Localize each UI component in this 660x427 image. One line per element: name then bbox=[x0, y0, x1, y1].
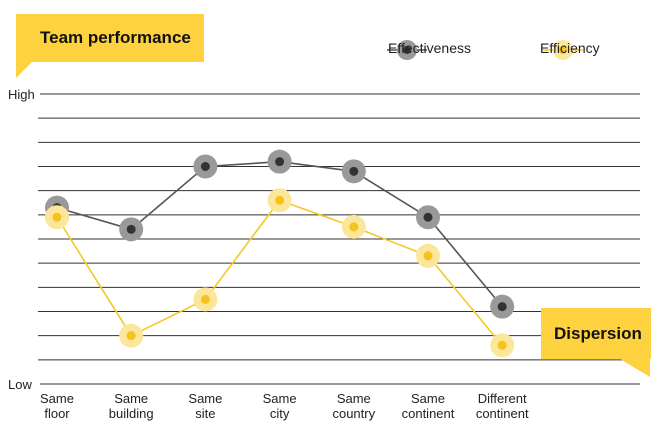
data-point-efficiency bbox=[490, 333, 515, 358]
x-axis: Same floor Same building Same site Same city Sam… bbox=[40, 391, 529, 421]
data-point-effectiveness bbox=[119, 217, 144, 242]
x-tick-label: Same site bbox=[188, 391, 222, 421]
y-axis-label-low: Low bbox=[8, 377, 32, 392]
x-tick-label: Same continent bbox=[402, 391, 455, 421]
legend-marker-effectiveness bbox=[387, 40, 427, 60]
x-tick-label: Same city bbox=[263, 391, 297, 421]
series-points bbox=[45, 149, 515, 358]
x-tick-label: Same building bbox=[109, 391, 154, 421]
data-point-effectiveness bbox=[341, 159, 366, 184]
data-point-efficiency bbox=[45, 205, 69, 230]
y-axis: High Low bbox=[8, 87, 35, 392]
dispersion-annotation: Dispersion bbox=[541, 308, 651, 359]
y-axis-label-high: High bbox=[8, 87, 35, 102]
legend-label-efficiency: Efficiency bbox=[540, 40, 600, 56]
data-point-effectiveness bbox=[490, 294, 515, 319]
x-tick-label: Same country bbox=[332, 391, 375, 421]
data-point-efficiency bbox=[193, 287, 218, 312]
legend-label-effectiveness: Effectiveness bbox=[388, 40, 472, 56]
legend-marker-efficiency bbox=[543, 40, 583, 60]
x-tick-label: Same floor bbox=[40, 391, 74, 421]
data-point-efficiency bbox=[341, 214, 366, 239]
legend-markers bbox=[387, 40, 583, 60]
chart-title: Team performance bbox=[16, 14, 204, 62]
data-point-effectiveness bbox=[193, 154, 218, 179]
data-point-efficiency bbox=[416, 243, 440, 268]
data-point-effectiveness bbox=[267, 149, 292, 174]
dispersion-tag-notch bbox=[620, 359, 650, 377]
data-point-efficiency bbox=[119, 323, 144, 348]
x-tick-label: Different continent bbox=[476, 391, 529, 421]
data-point-efficiency bbox=[267, 188, 292, 213]
title-tag-notch bbox=[16, 62, 32, 78]
data-point-effectiveness bbox=[416, 205, 440, 230]
